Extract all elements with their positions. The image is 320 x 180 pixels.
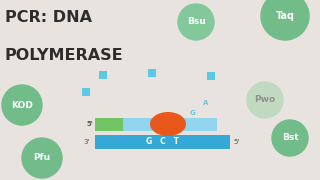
- Circle shape: [247, 82, 283, 118]
- Circle shape: [178, 4, 214, 40]
- Circle shape: [272, 120, 308, 156]
- Text: 3': 3': [84, 139, 90, 145]
- Text: Bsu: Bsu: [187, 17, 205, 26]
- Text: A: A: [203, 100, 209, 106]
- Circle shape: [261, 0, 309, 40]
- Text: G: G: [189, 110, 195, 116]
- Text: PCR: DNA: PCR: DNA: [5, 10, 92, 25]
- Bar: [148, 69, 156, 77]
- Text: POLYMERASE: POLYMERASE: [5, 48, 124, 63]
- Text: Pwo: Pwo: [254, 96, 276, 105]
- Bar: [207, 72, 215, 80]
- Text: 5': 5': [233, 139, 239, 145]
- Text: Taq: Taq: [276, 11, 294, 21]
- Text: KOD: KOD: [11, 100, 33, 109]
- Bar: [95, 135, 230, 149]
- Text: Pfu: Pfu: [33, 154, 51, 163]
- Text: 5': 5': [87, 121, 93, 127]
- Circle shape: [2, 85, 42, 125]
- Bar: [95, 118, 123, 131]
- Text: G   C   T: G C T: [147, 138, 180, 147]
- Text: Bst: Bst: [282, 134, 298, 143]
- Bar: [82, 88, 90, 96]
- Circle shape: [22, 138, 62, 178]
- Ellipse shape: [150, 112, 186, 136]
- Bar: [95, 118, 217, 131]
- Bar: [99, 71, 107, 79]
